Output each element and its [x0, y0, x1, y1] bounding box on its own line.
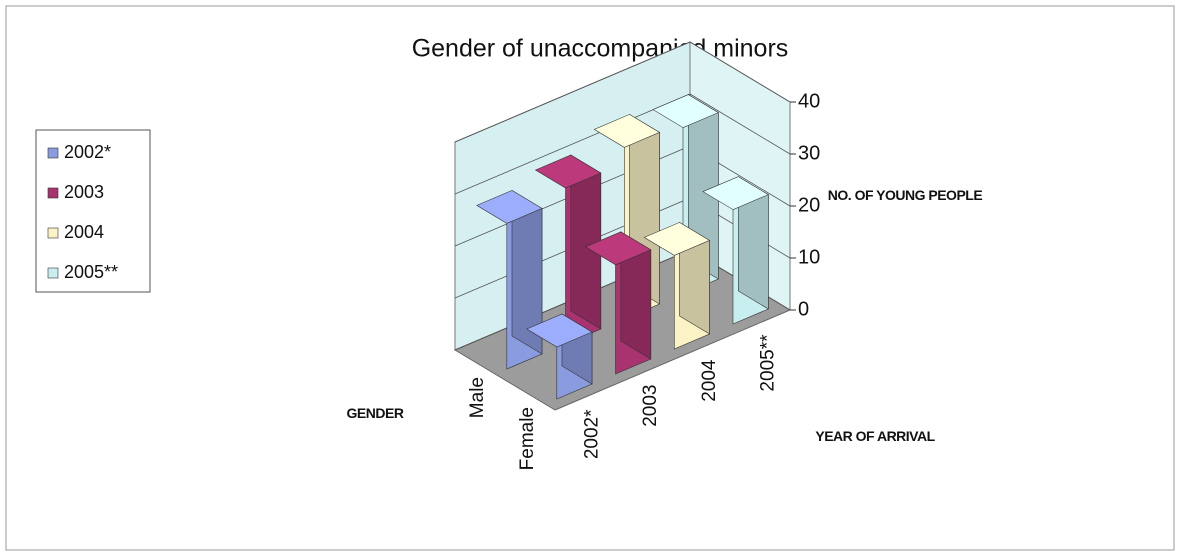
x-tick-label: 2005** — [758, 334, 779, 392]
bar-top — [526, 313, 593, 348]
bar-top — [702, 176, 769, 210]
grid-line — [454, 41, 791, 143]
bar-top — [476, 190, 543, 224]
bar — [526, 313, 593, 400]
y-tick-label: 20 — [798, 194, 820, 216]
legend-label: 2004 — [64, 222, 104, 242]
bar-top — [652, 94, 719, 128]
x-tick-label: 2002* — [581, 409, 602, 459]
grid-line — [454, 93, 791, 195]
legend-swatch — [47, 147, 59, 159]
z-tick-label: Female — [517, 407, 538, 470]
y-tick-label: 40 — [798, 90, 820, 112]
z-axis-title: GENDER — [346, 405, 404, 421]
bar — [643, 221, 711, 350]
bar-top — [593, 114, 661, 148]
bar — [702, 176, 769, 325]
legend-swatch — [47, 267, 59, 279]
y-tick-label: 10 — [798, 246, 820, 268]
y-axis-title: NO. OF YOUNG PEOPLE — [827, 187, 983, 203]
legend-swatch — [47, 227, 59, 239]
legend-swatch — [47, 187, 59, 199]
bar-top — [643, 222, 711, 256]
bar-top — [534, 154, 602, 189]
bar — [584, 231, 652, 375]
legend-label: 2002* — [64, 142, 111, 162]
x-tick-label: 2003 — [640, 385, 661, 427]
bar-top — [584, 231, 652, 266]
y-tick-label: 30 — [798, 142, 820, 164]
x-tick-label: 2004 — [699, 359, 720, 402]
legend-label: 2003 — [64, 182, 104, 202]
z-tick-label: Male — [467, 377, 488, 418]
chart-title: Gender of unaccompanied minors — [412, 35, 789, 63]
x-axis-title: YEAR OF ARRIVAL — [815, 428, 935, 444]
y-tick-label: 0 — [798, 298, 809, 320]
bar — [534, 154, 602, 345]
legend-label: 2005** — [64, 262, 118, 282]
